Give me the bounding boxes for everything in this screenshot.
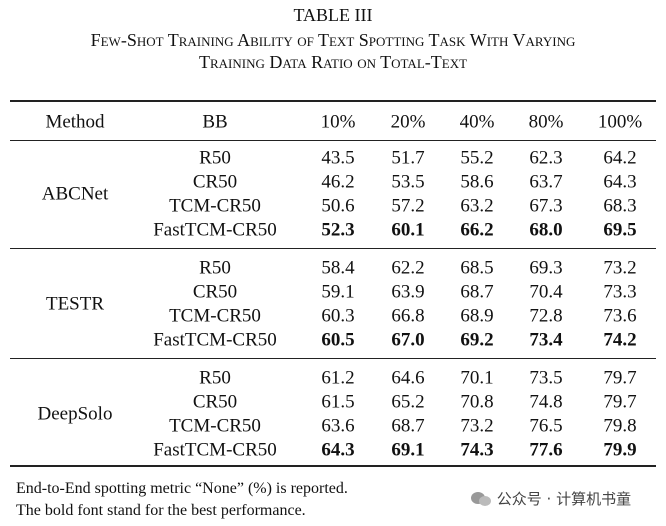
value-cell: 63.9 [391, 281, 425, 303]
value-cell: 68.7 [460, 281, 494, 303]
table-label: TABLE III [293, 5, 373, 25]
value-cell: 68.9 [460, 305, 494, 327]
value-cell: 69.5 [603, 219, 637, 241]
backbone-cell: FastTCM-CR50 [153, 219, 277, 241]
column-header: Method [45, 111, 105, 133]
value-cell: 67.0 [391, 329, 425, 351]
value-cell: 77.6 [529, 439, 563, 461]
value-cell: 68.5 [460, 257, 494, 279]
value-cell: 63.2 [460, 195, 494, 217]
backbone-cell: FastTCM-CR50 [153, 439, 277, 461]
value-cell: 62.2 [391, 257, 425, 279]
column-header: 20% [390, 111, 426, 133]
column-header: 80% [528, 111, 564, 133]
value-cell: 64.3 [603, 171, 637, 193]
value-cell: 74.3 [460, 439, 494, 461]
value-cell: 50.6 [321, 195, 355, 217]
bottom-rule [10, 465, 656, 467]
value-cell: 73.3 [603, 281, 637, 303]
value-cell: 70.1 [460, 367, 494, 389]
value-cell: 58.6 [460, 171, 494, 193]
value-cell: 53.5 [391, 171, 425, 193]
column-header: 40% [459, 111, 495, 133]
backbone-cell: TCM-CR50 [169, 415, 261, 437]
value-cell: 43.5 [321, 147, 355, 169]
value-cell: 74.2 [603, 329, 637, 351]
method-cell: DeepSolo [37, 403, 113, 425]
value-cell: 63.7 [529, 171, 563, 193]
value-cell: 64.6 [391, 367, 425, 389]
value-cell: 73.2 [460, 415, 494, 437]
value-cell: 79.7 [603, 391, 637, 413]
value-cell: 66.2 [460, 219, 494, 241]
value-cell: 57.2 [391, 195, 425, 217]
value-cell: 61.5 [321, 391, 355, 413]
value-cell: 79.8 [603, 415, 637, 437]
value-cell: 68.7 [391, 415, 425, 437]
note: End-to-End spotting metric “None” (%) is… [16, 480, 348, 497]
value-cell: 79.9 [603, 439, 637, 461]
backbone-cell: R50 [199, 257, 231, 279]
value-cell: 58.4 [321, 257, 355, 279]
method-cell: TESTR [45, 293, 105, 315]
note: The bold font stand for the best perform… [16, 502, 306, 519]
value-cell: 73.6 [603, 305, 637, 327]
group-rule [10, 358, 656, 359]
value-cell: 68.3 [603, 195, 637, 217]
column-header: BB [202, 111, 228, 133]
value-cell: 59.1 [321, 281, 355, 303]
value-cell: 63.6 [321, 415, 355, 437]
backbone-cell: TCM-CR50 [169, 305, 261, 327]
value-cell: 60.1 [391, 219, 425, 241]
column-header: 100% [597, 111, 643, 133]
watermark: 公众号 · 计算机书童 [470, 488, 631, 509]
method-cell: ABCNet [41, 183, 109, 205]
caption-line: Few-Shot Training Ability of Text Spotti… [90, 30, 576, 50]
value-cell: 70.8 [460, 391, 494, 413]
value-cell: 72.8 [529, 305, 563, 327]
value-cell: 64.2 [603, 147, 637, 169]
value-cell: 51.7 [391, 147, 425, 169]
backbone-cell: R50 [199, 367, 231, 389]
value-cell: 60.5 [321, 329, 355, 351]
value-cell: 67.3 [529, 195, 563, 217]
value-cell: 74.8 [529, 391, 563, 413]
value-cell: 62.3 [529, 147, 563, 169]
backbone-cell: TCM-CR50 [169, 195, 261, 217]
value-cell: 69.2 [460, 329, 494, 351]
watermark-text: 公众号 · 计算机书童 [496, 490, 632, 508]
backbone-cell: CR50 [192, 281, 238, 303]
value-cell: 60.3 [321, 305, 355, 327]
wechat-icon [471, 492, 491, 506]
value-cell: 79.7 [603, 367, 637, 389]
value-cell: 68.0 [529, 219, 563, 241]
value-cell: 70.4 [529, 281, 563, 303]
value-cell: 73.4 [529, 329, 563, 351]
header-rule [10, 140, 656, 141]
caption-line: Training Data Ratio on Total-Text [198, 52, 468, 72]
value-cell: 69.1 [391, 439, 425, 461]
backbone-cell: FastTCM-CR50 [153, 329, 277, 351]
value-cell: 76.5 [529, 415, 563, 437]
value-cell: 64.3 [321, 439, 355, 461]
value-cell: 73.5 [529, 367, 563, 389]
group-rule [10, 248, 656, 249]
column-header: 10% [320, 111, 356, 133]
backbone-cell: CR50 [192, 171, 238, 193]
value-cell: 55.2 [460, 147, 494, 169]
value-cell: 65.2 [391, 391, 425, 413]
value-cell: 52.3 [321, 219, 355, 241]
value-cell: 66.8 [391, 305, 425, 327]
top-rule [10, 100, 656, 102]
value-cell: 46.2 [321, 171, 355, 193]
backbone-cell: R50 [199, 147, 231, 169]
value-cell: 73.2 [603, 257, 637, 279]
value-cell: 61.2 [321, 367, 355, 389]
value-cell: 69.3 [529, 257, 563, 279]
backbone-cell: CR50 [192, 391, 238, 413]
